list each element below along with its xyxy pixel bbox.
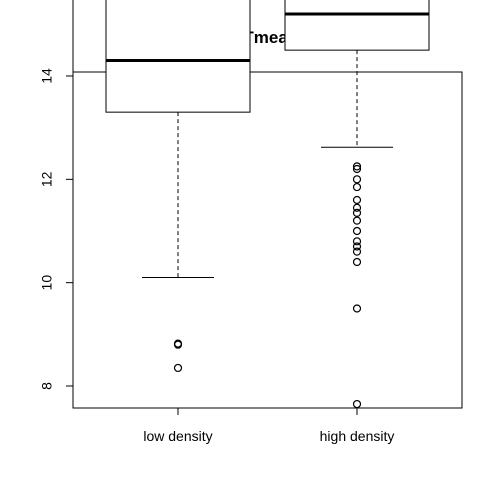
outlier-point <box>352 162 362 171</box>
box-group <box>284 0 430 409</box>
outlier-point <box>352 195 362 205</box>
y-axis: 8101214161820 <box>39 0 74 390</box>
y-tick-label: 8 <box>39 382 55 390</box>
outlier-point <box>173 339 183 348</box>
x-tick-label: high density <box>320 428 395 444</box>
outlier-point <box>352 208 362 218</box>
outlier-point <box>352 175 362 184</box>
outlier-point <box>352 226 362 236</box>
box-group <box>105 0 251 373</box>
outlier-point <box>173 363 183 373</box>
y-tick-label: 14 <box>39 68 55 84</box>
outlier-point <box>352 257 362 267</box>
iqr-box <box>284 0 430 51</box>
x-tick-label: low density <box>143 428 212 444</box>
outlier-point <box>352 399 362 409</box>
y-tick-label: 12 <box>39 171 55 187</box>
y-tick-label: 10 <box>39 275 55 291</box>
boxes <box>105 0 430 409</box>
outlier-point <box>352 247 362 256</box>
outlier-point <box>352 242 362 251</box>
outlier-point <box>352 237 362 246</box>
outlier-point <box>352 216 362 225</box>
iqr-box <box>105 0 251 113</box>
outlier-point <box>352 304 362 313</box>
outlier-point <box>352 164 362 174</box>
outlier-point <box>352 182 362 192</box>
outlier-point <box>352 203 362 212</box>
plot-frame <box>72 71 463 409</box>
x-axis: low density high density <box>143 407 395 444</box>
